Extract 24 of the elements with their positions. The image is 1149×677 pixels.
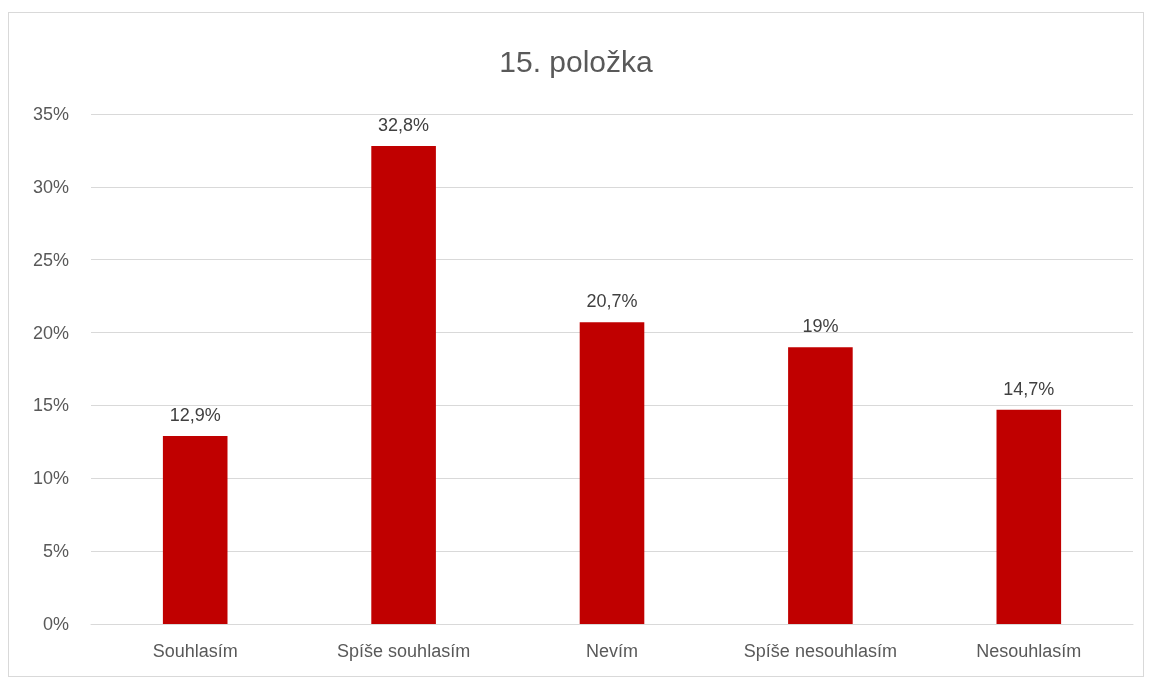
data-label: 12,9%: [169, 405, 221, 426]
x-tick-label: Nevím: [585, 641, 639, 661]
bar: [579, 322, 645, 624]
data-label: 14,7%: [1003, 378, 1055, 399]
bar: [162, 436, 228, 624]
y-tick-label: 20%: [32, 322, 69, 343]
chart-title: 15. položka: [499, 44, 654, 78]
y-tick-label: 0%: [42, 614, 69, 634]
data-label: 19%: [802, 316, 839, 337]
x-tick-label: Souhlasím: [152, 641, 238, 661]
y-tick-label: 15%: [32, 395, 69, 416]
y-tick-label: 5%: [42, 541, 69, 562]
bar: [788, 347, 853, 624]
y-tick-label: 10%: [32, 468, 69, 489]
x-tick-label: Nesouhlasím: [976, 641, 1082, 661]
bar: [371, 146, 436, 624]
y-tick-label: 30%: [32, 176, 69, 197]
data-label: 20,7%: [586, 291, 638, 312]
x-tick-label: Spíše nesouhlasím: [743, 641, 897, 661]
data-label: 32,8%: [378, 115, 430, 136]
x-tick-label: Spíše souhlasím: [337, 641, 471, 661]
y-tick-label: 35%: [32, 104, 69, 124]
y-tick-label: 25%: [32, 249, 69, 270]
bar: [996, 409, 1062, 624]
